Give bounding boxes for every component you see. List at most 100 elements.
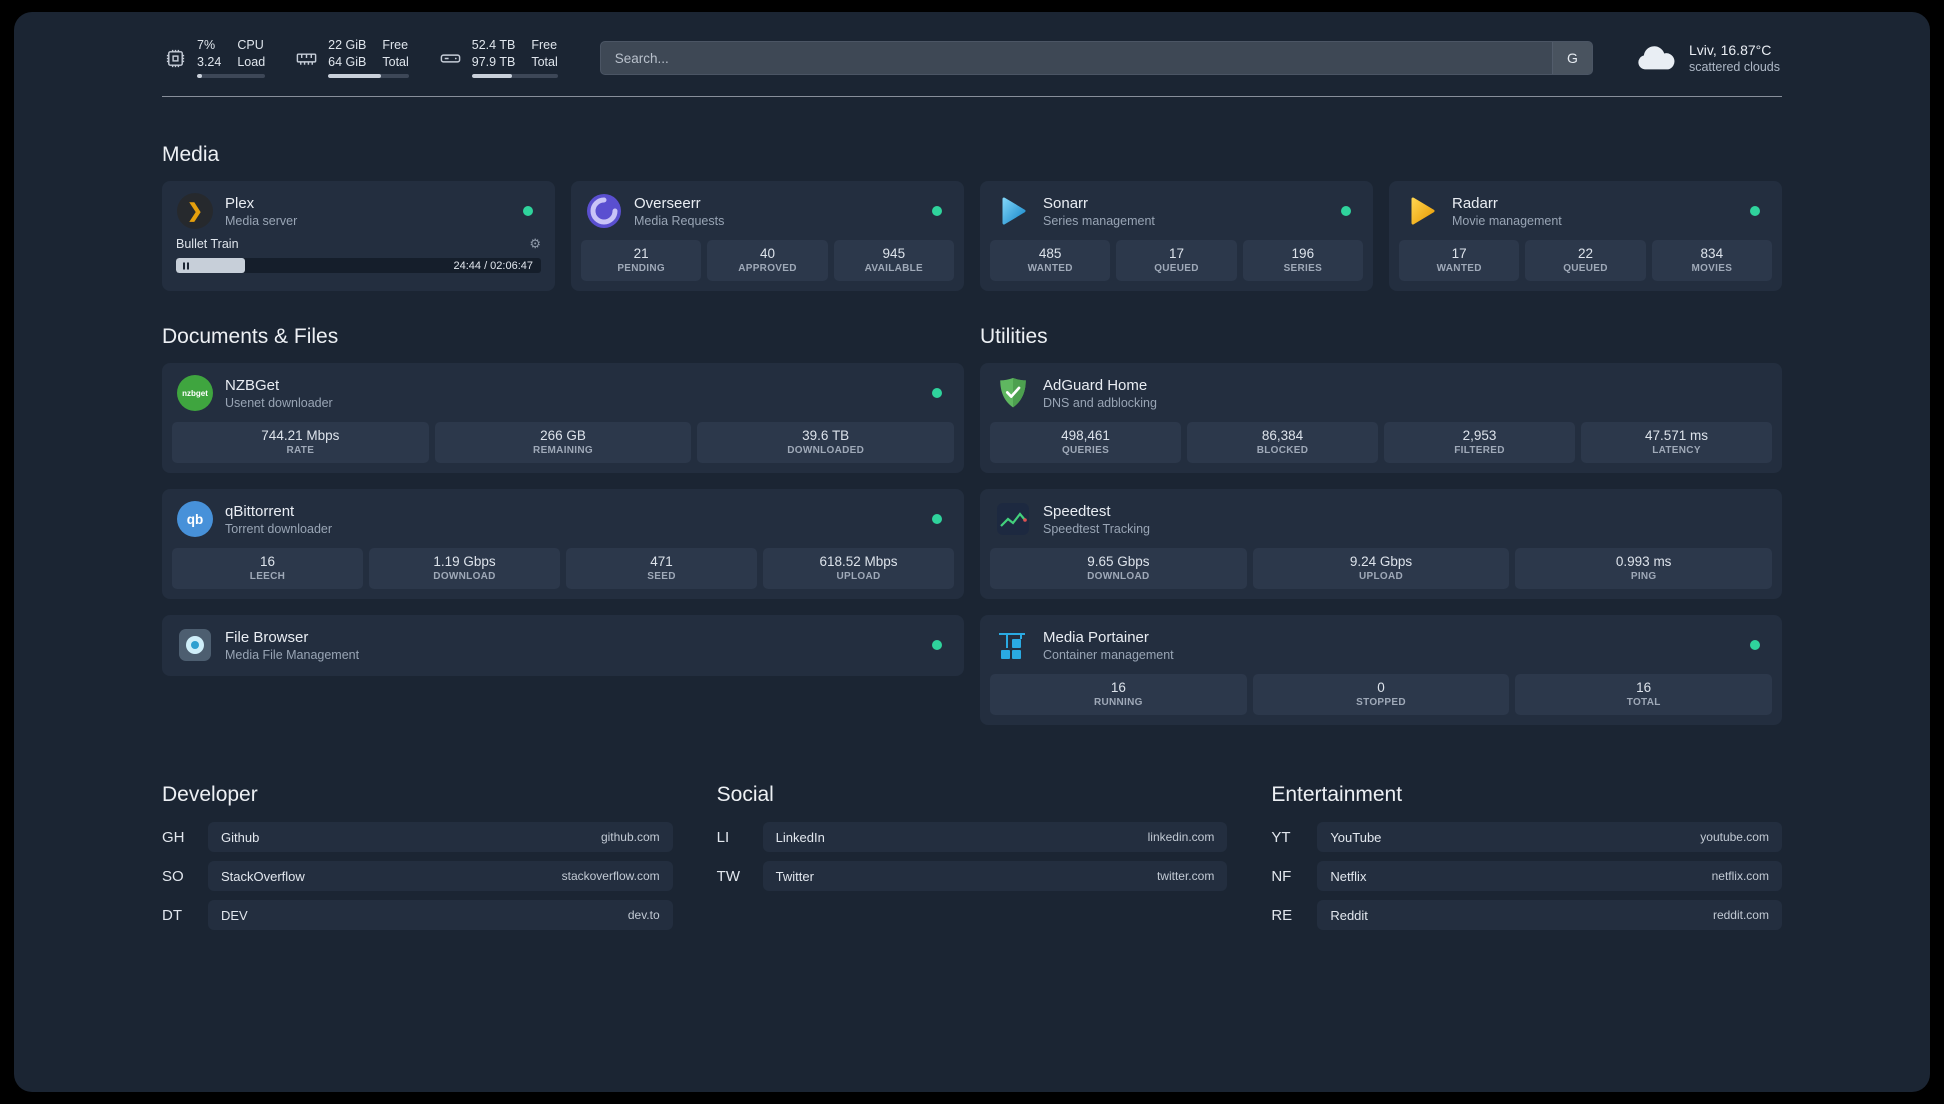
playback-time: 24:44 / 02:06:47: [453, 259, 533, 272]
memory-free-value: 22 GiB: [328, 38, 367, 52]
stat-tile: 834 MOVIES: [1651, 240, 1772, 282]
filebrowser-icon: [176, 626, 214, 664]
stat-value: 0: [1377, 680, 1385, 696]
stat-tile: 266 GB REMAINING: [434, 422, 692, 464]
stat-label: WANTED: [1027, 263, 1073, 275]
cloud-icon: [1635, 43, 1677, 73]
stat-label: LATENCY: [1652, 445, 1701, 457]
search-bar[interactable]: G: [599, 41, 1593, 76]
radarr-icon: [1403, 192, 1441, 230]
memory-total-value: 64 GiB: [328, 54, 367, 69]
plex-now-playing-widget: Bullet Train ⚙ 24:44 / 02:06:47: [172, 236, 545, 274]
stat-tile: 498,461 QUERIES: [990, 422, 1181, 464]
service-subtitle: Movie management: [1452, 213, 1562, 228]
service-card-filebrowser[interactable]: File Browser Media File Management: [162, 615, 964, 677]
stat-tile: 618.52 Mbps UPLOAD: [763, 548, 954, 590]
bookmark-abbr: DT: [162, 906, 182, 924]
qbittorrent-icon: qb: [176, 500, 214, 538]
service-card-adguard[interactable]: AdGuard Home DNS and adblocking 498,461 …: [980, 363, 1782, 474]
stat-value: 744.21 Mbps: [261, 428, 340, 444]
service-title[interactable]: NZBGet: [225, 376, 280, 394]
stat-value: 17: [1451, 246, 1467, 262]
stat-label: FILTERED: [1454, 445, 1505, 457]
portainer-icon: [994, 626, 1032, 664]
pause-icon[interactable]: [182, 262, 190, 270]
weather-location: Lviv, 16.87°C: [1688, 42, 1772, 59]
bookmark-link-netflix[interactable]: Netflix netflix.com: [1317, 861, 1782, 892]
bookmark-link-dev[interactable]: DEV dev.to: [208, 900, 673, 931]
memory-total-label: Total: [382, 54, 409, 69]
service-card-overseerr[interactable]: Overseerr Media Requests 21 PENDING 40 A…: [571, 181, 964, 292]
service-title[interactable]: Speedtest: [1043, 502, 1111, 520]
plex-icon: ❯: [176, 192, 214, 230]
stat-value: 22: [1577, 246, 1593, 262]
service-subtitle: Media Requests: [634, 213, 725, 228]
now-playing-title: Bullet Train: [176, 237, 239, 252]
stat-tile: 196 SERIES: [1242, 240, 1363, 282]
service-title[interactable]: Plex: [225, 194, 255, 212]
stat-tile: 2,953 FILTERED: [1384, 422, 1575, 464]
stat-tile: 485 WANTED: [990, 240, 1111, 282]
stat-value: 266 GB: [540, 428, 586, 444]
service-title[interactable]: Overseerr: [634, 194, 701, 212]
service-card-speedtest[interactable]: Speedtest Speedtest Tracking 9.65 Gbps D…: [980, 489, 1782, 600]
stat-value: 9.24 Gbps: [1349, 554, 1413, 570]
stat-label: UPLOAD: [836, 571, 881, 583]
search-provider-button[interactable]: G: [1551, 42, 1592, 75]
status-dot: [932, 640, 942, 651]
playback-progress-bar[interactable]: 24:44 / 02:06:47: [176, 258, 541, 274]
stat-tile: 744.21 Mbps RATE: [172, 422, 429, 464]
weather-widget: Lviv, 16.87°C scattered clouds: [1635, 42, 1780, 74]
service-card-nzbget[interactable]: nzbget NZBGet Usenet downloader 744.21 M…: [162, 363, 964, 474]
stat-label: QUERIES: [1061, 445, 1110, 457]
service-card-sonarr[interactable]: Sonarr Series management 485 WANTED 17 Q…: [980, 181, 1373, 292]
stat-tile: 17 WANTED: [1399, 240, 1520, 282]
bookmark-link-twitter[interactable]: Twitter twitter.com: [762, 861, 1228, 892]
media-section: Media ❯ Plex Media server: [162, 143, 1782, 292]
bookmark-link-youtube[interactable]: YouTube youtube.com: [1317, 822, 1782, 853]
service-title[interactable]: Radarr: [1452, 194, 1498, 212]
disk-icon: [439, 47, 462, 70]
service-title[interactable]: File Browser: [225, 628, 309, 646]
stat-value: 47.571 ms: [1644, 428, 1709, 444]
stat-label: QUEUED: [1563, 263, 1608, 275]
status-dot: [1750, 640, 1760, 651]
stat-tile: 471 SEED: [566, 548, 757, 590]
bookmarks-developer: Developer GH Github github.com SO StackO…: [162, 783, 673, 939]
stat-tile: 0 STOPPED: [1252, 674, 1510, 716]
stat-tile: 9.65 Gbps DOWNLOAD: [990, 548, 1247, 590]
stat-label: WANTED: [1436, 263, 1482, 275]
bookmark-abbr: RE: [1271, 906, 1293, 924]
service-card-radarr[interactable]: Radarr Movie management 17 WANTED 22 QUE…: [1389, 181, 1782, 292]
service-title[interactable]: Media Portainer: [1043, 628, 1149, 646]
bookmark-link-github[interactable]: Github github.com: [208, 822, 673, 853]
service-subtitle: Speedtest Tracking: [1043, 521, 1151, 536]
bookmark-link-stackoverflow[interactable]: StackOverflow stackoverflow.com: [208, 861, 673, 892]
stat-tile: 1.19 Gbps DOWNLOAD: [369, 548, 560, 590]
weather-condition: scattered clouds: [1688, 60, 1780, 75]
service-card-plex[interactable]: ❯ Plex Media server Bullet Train ⚙: [162, 181, 555, 292]
stat-value: 16: [259, 554, 276, 570]
bookmark-link-reddit[interactable]: Reddit reddit.com: [1317, 900, 1782, 931]
disk-total-value: 97.9 TB: [471, 54, 516, 69]
stat-label: MOVIES: [1691, 263, 1733, 275]
service-subtitle: Container management: [1043, 647, 1174, 662]
adguard-icon: [994, 374, 1032, 412]
overseerr-icon: [585, 192, 623, 230]
gear-icon[interactable]: ⚙: [529, 236, 541, 252]
service-title[interactable]: qBittorrent: [225, 502, 295, 520]
bookmark-row: LI LinkedIn linkedin.com: [717, 822, 1228, 853]
search-input[interactable]: [600, 42, 1552, 75]
stat-label: AVAILABLE: [864, 263, 924, 275]
cpu-load-avg: 3.24: [197, 54, 222, 69]
service-subtitle: Media File Management: [225, 647, 360, 662]
service-title[interactable]: Sonarr: [1043, 194, 1089, 212]
service-card-qbittorrent[interactable]: qb qBittorrent Torrent downloader 16 LEE…: [162, 489, 964, 600]
bookmark-link-linkedin[interactable]: LinkedIn linkedin.com: [762, 822, 1228, 853]
stat-label: DOWNLOAD: [433, 571, 496, 583]
documents-section-heading: Documents & Files: [162, 325, 339, 349]
playback-progress-fill: [176, 258, 246, 274]
service-title[interactable]: AdGuard Home: [1043, 376, 1148, 394]
stat-value: 40: [759, 246, 775, 262]
service-card-portainer[interactable]: Media Portainer Container management 16 …: [980, 615, 1782, 726]
